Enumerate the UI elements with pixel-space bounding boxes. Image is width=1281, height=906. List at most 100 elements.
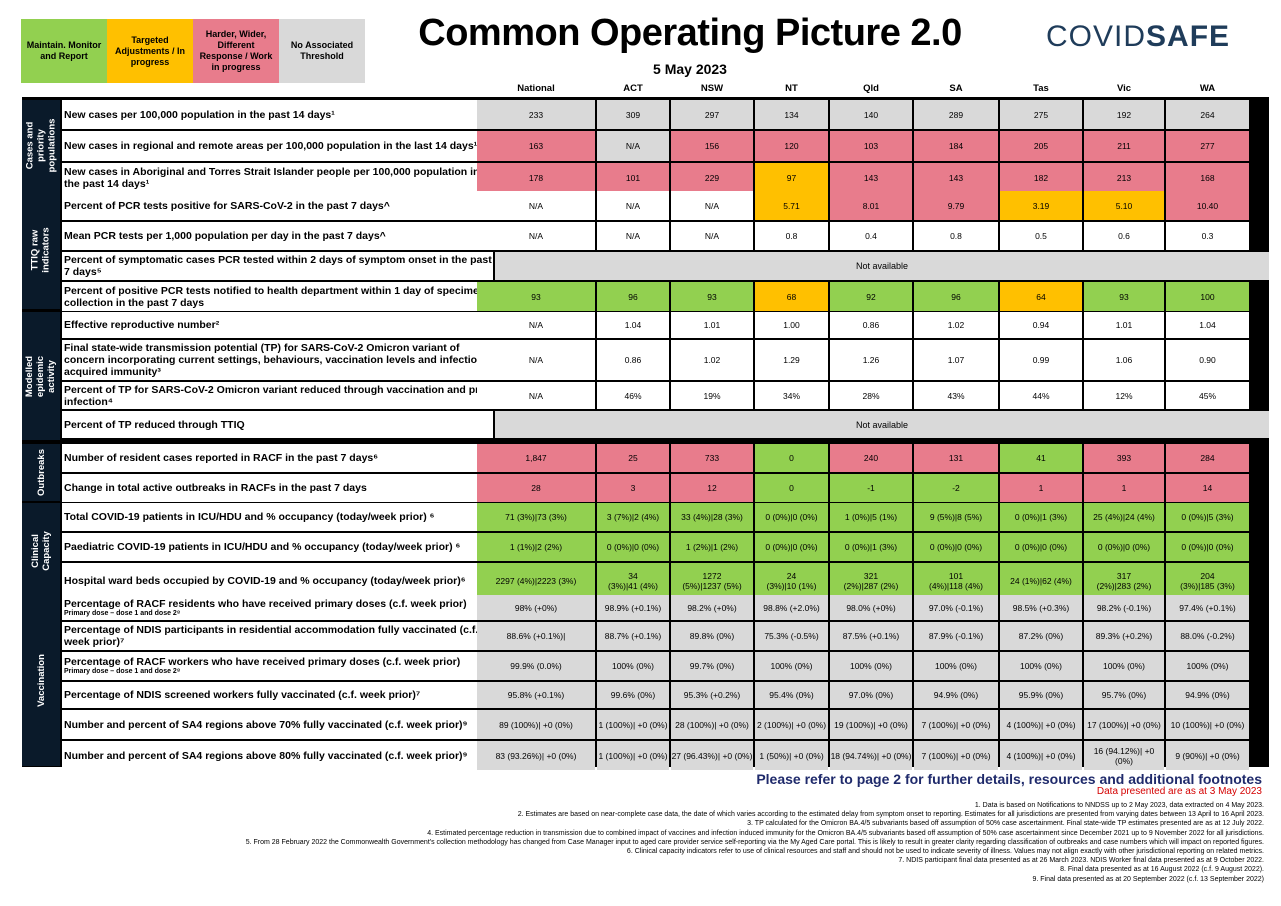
value-cell: 1 (100%)| +0 (0%) [597, 741, 669, 770]
value-cell: 0 (0%)|1 (3%) [1000, 503, 1082, 531]
value-cell: 0.6 [1084, 222, 1164, 250]
section-label: Cases and priority populations [22, 100, 60, 191]
table-row: Percentage of RACF workers who have rece… [62, 652, 1269, 680]
value-cell: 277 [1166, 131, 1249, 161]
value-cell: 275 [1000, 100, 1082, 129]
table-row: Percent of TP for SARS-CoV-2 Omicron var… [62, 382, 1269, 409]
table-row: Mean PCR tests per 1,000 population per … [62, 222, 1269, 250]
section-label: Modelled epidemic activity [22, 312, 60, 440]
row-label-main: Percentage of NDIS screened workers full… [64, 689, 421, 701]
value-cell: 309 [597, 100, 669, 129]
row-label-main: Percent of TP reduced through TTIQ [64, 418, 245, 431]
row-label-text: Number and percent of SA4 regions above … [64, 719, 468, 731]
value-cell: 163 [477, 131, 595, 161]
legend-item: No Associated Threshold [279, 19, 365, 83]
row-label-main: Paediatric COVID-19 patients in ICU/HDU … [64, 541, 461, 553]
value-cell: 1 (50%)| +0 (0%) [755, 741, 828, 770]
row-label-main: Mean PCR tests per 1,000 population per … [64, 230, 386, 242]
row-label: Number of resident cases reported in RAC… [62, 444, 493, 472]
value-cell: 204 (3%)|185 (3%) [1166, 563, 1249, 599]
row-label: Change in total active outbreaks in RACF… [62, 474, 493, 502]
value-cell: 1.04 [597, 312, 669, 338]
value-cell: 3.19 [1000, 191, 1082, 220]
row-label-main: New cases in regional and remote areas p… [64, 140, 478, 152]
value-cell: 89.3% (+0.2%) [1084, 622, 1164, 650]
footnote: 3. TP calculated for the Omicron BA.4/5 … [747, 820, 1264, 828]
row-label-text: Percent of TP reduced through TTIQ [64, 419, 245, 431]
value-cell: N/A [477, 340, 595, 380]
value-cell: 1 [1000, 474, 1082, 502]
row-label-main: Percentage of NDIS participants in resid… [64, 624, 479, 648]
row-label: Number and percent of SA4 regions above … [62, 741, 493, 770]
table-row: Paediatric COVID-19 patients in ICU/HDU … [62, 533, 1269, 561]
row-label: New cases in Aboriginal and Torres Strai… [62, 163, 493, 192]
row-label-text: Percent of TP for SARS-CoV-2 Omicron var… [64, 384, 493, 408]
report-date: 5 May 2023 [653, 61, 727, 77]
row-label: Number and percent of SA4 regions above … [62, 710, 493, 739]
row-label-main: Change in total active outbreaks in RACF… [64, 482, 367, 494]
row-label-text: New cases in regional and remote areas p… [64, 140, 477, 152]
value-cell: 7 (100%)| +0 (0%) [914, 710, 998, 739]
value-cell: 25 (4%)|24 (4%) [1084, 503, 1164, 531]
value-cell: 43% [914, 382, 998, 409]
row-label-text: New cases per 100,000 population in the … [64, 109, 335, 121]
value-cell: 140 [830, 100, 912, 129]
value-cell: N/A [597, 191, 669, 220]
value-cell: 100% (0%) [1166, 652, 1249, 680]
value-cell: 131 [914, 444, 998, 472]
value-cell: 0 [755, 474, 828, 502]
value-cell: 143 [830, 163, 912, 192]
value-cell: 2 (100%)| +0 (0%) [755, 710, 828, 739]
row-label: Hospital ward beds occupied by COVID-19 … [62, 563, 493, 599]
value-cell: 0.5 [1000, 222, 1082, 250]
value-cell: 1,847 [477, 444, 595, 472]
value-cell: 1.06 [1084, 340, 1164, 380]
row-label-main: New cases per 100,000 population in the … [64, 108, 335, 121]
value-cell: 88.7% (+0.1%) [597, 622, 669, 650]
value-cell: 99.9% (0.0%) [477, 652, 595, 680]
row-label-text: Percentage of NDIS screened workers full… [64, 689, 420, 701]
value-cell: 0 (0%)|0 (0%) [1166, 533, 1249, 561]
table-section: Clinical Capacity Total COVID-19 patients… [22, 503, 1269, 599]
column-header: NT [785, 83, 798, 94]
row-label: Percent of PCR tests positive for SARS-C… [62, 191, 493, 220]
value-cell: 99.6% (0%) [597, 682, 669, 708]
row-label-main: Percent of symptomatic cases PCR tested … [64, 254, 492, 278]
row-label-text: Change in total active outbreaks in RACF… [64, 482, 367, 494]
value-cell: N/A [597, 131, 669, 161]
value-cell: 134 [755, 100, 828, 129]
value-cell: 28 [477, 474, 595, 502]
row-label-text: New cases in Aboriginal and Torres Strai… [64, 166, 493, 190]
value-cell: 317 (2%)|283 (2%) [1084, 563, 1164, 599]
value-cell: 88.0% (-0.2%) [1166, 622, 1249, 650]
row-label: Mean PCR tests per 1,000 population per … [62, 222, 493, 250]
value-cell: 120 [755, 131, 828, 161]
value-cell: 0 (0%)|0 (0%) [755, 533, 828, 561]
section-label-text: Cases and priority populations [24, 118, 58, 173]
row-label-main: Number and percent of SA4 regions above … [64, 749, 468, 762]
value-cell: 96 [914, 282, 998, 311]
value-cell: 3 [597, 474, 669, 502]
value-cell: 12% [1084, 382, 1164, 409]
legend-item: Targeted Adjustments / In progress [107, 19, 193, 83]
value-cell: 46% [597, 382, 669, 409]
value-cell: 88.6% (+0.1%)| [477, 622, 595, 650]
row-label-sub: Primary dose – dose 1 and dose 2⁸ [64, 668, 181, 675]
value-cell: 34% [755, 382, 828, 409]
table-row: Number of resident cases reported in RAC… [62, 444, 1269, 472]
value-cell: 87.9% (-0.1%) [914, 622, 998, 650]
value-cell: 264 [1166, 100, 1249, 129]
value-cell: 192 [1084, 100, 1164, 129]
value-cell: 101 [597, 163, 669, 192]
value-cell: 89 (100%)| +0 (0%) [477, 710, 595, 739]
value-cell: 182 [1000, 163, 1082, 192]
table-row: New cases per 100,000 population in the … [62, 100, 1269, 129]
legend-item: Maintain. Monitor and Report [21, 19, 107, 83]
table-row: Percent of PCR tests positive for SARS-C… [62, 191, 1269, 220]
value-cell: 98.8% (+2.0%) [755, 595, 828, 620]
value-cell: 1 (1%)|2 (2%) [477, 533, 595, 561]
row-label: New cases per 100,000 population in the … [62, 100, 493, 129]
row-label-main: Total COVID-19 patients in ICU/HDU and %… [64, 511, 435, 523]
value-cell: 233 [477, 100, 595, 129]
data-as-of: Data presented are as at 3 May 2023 [1096, 786, 1262, 797]
